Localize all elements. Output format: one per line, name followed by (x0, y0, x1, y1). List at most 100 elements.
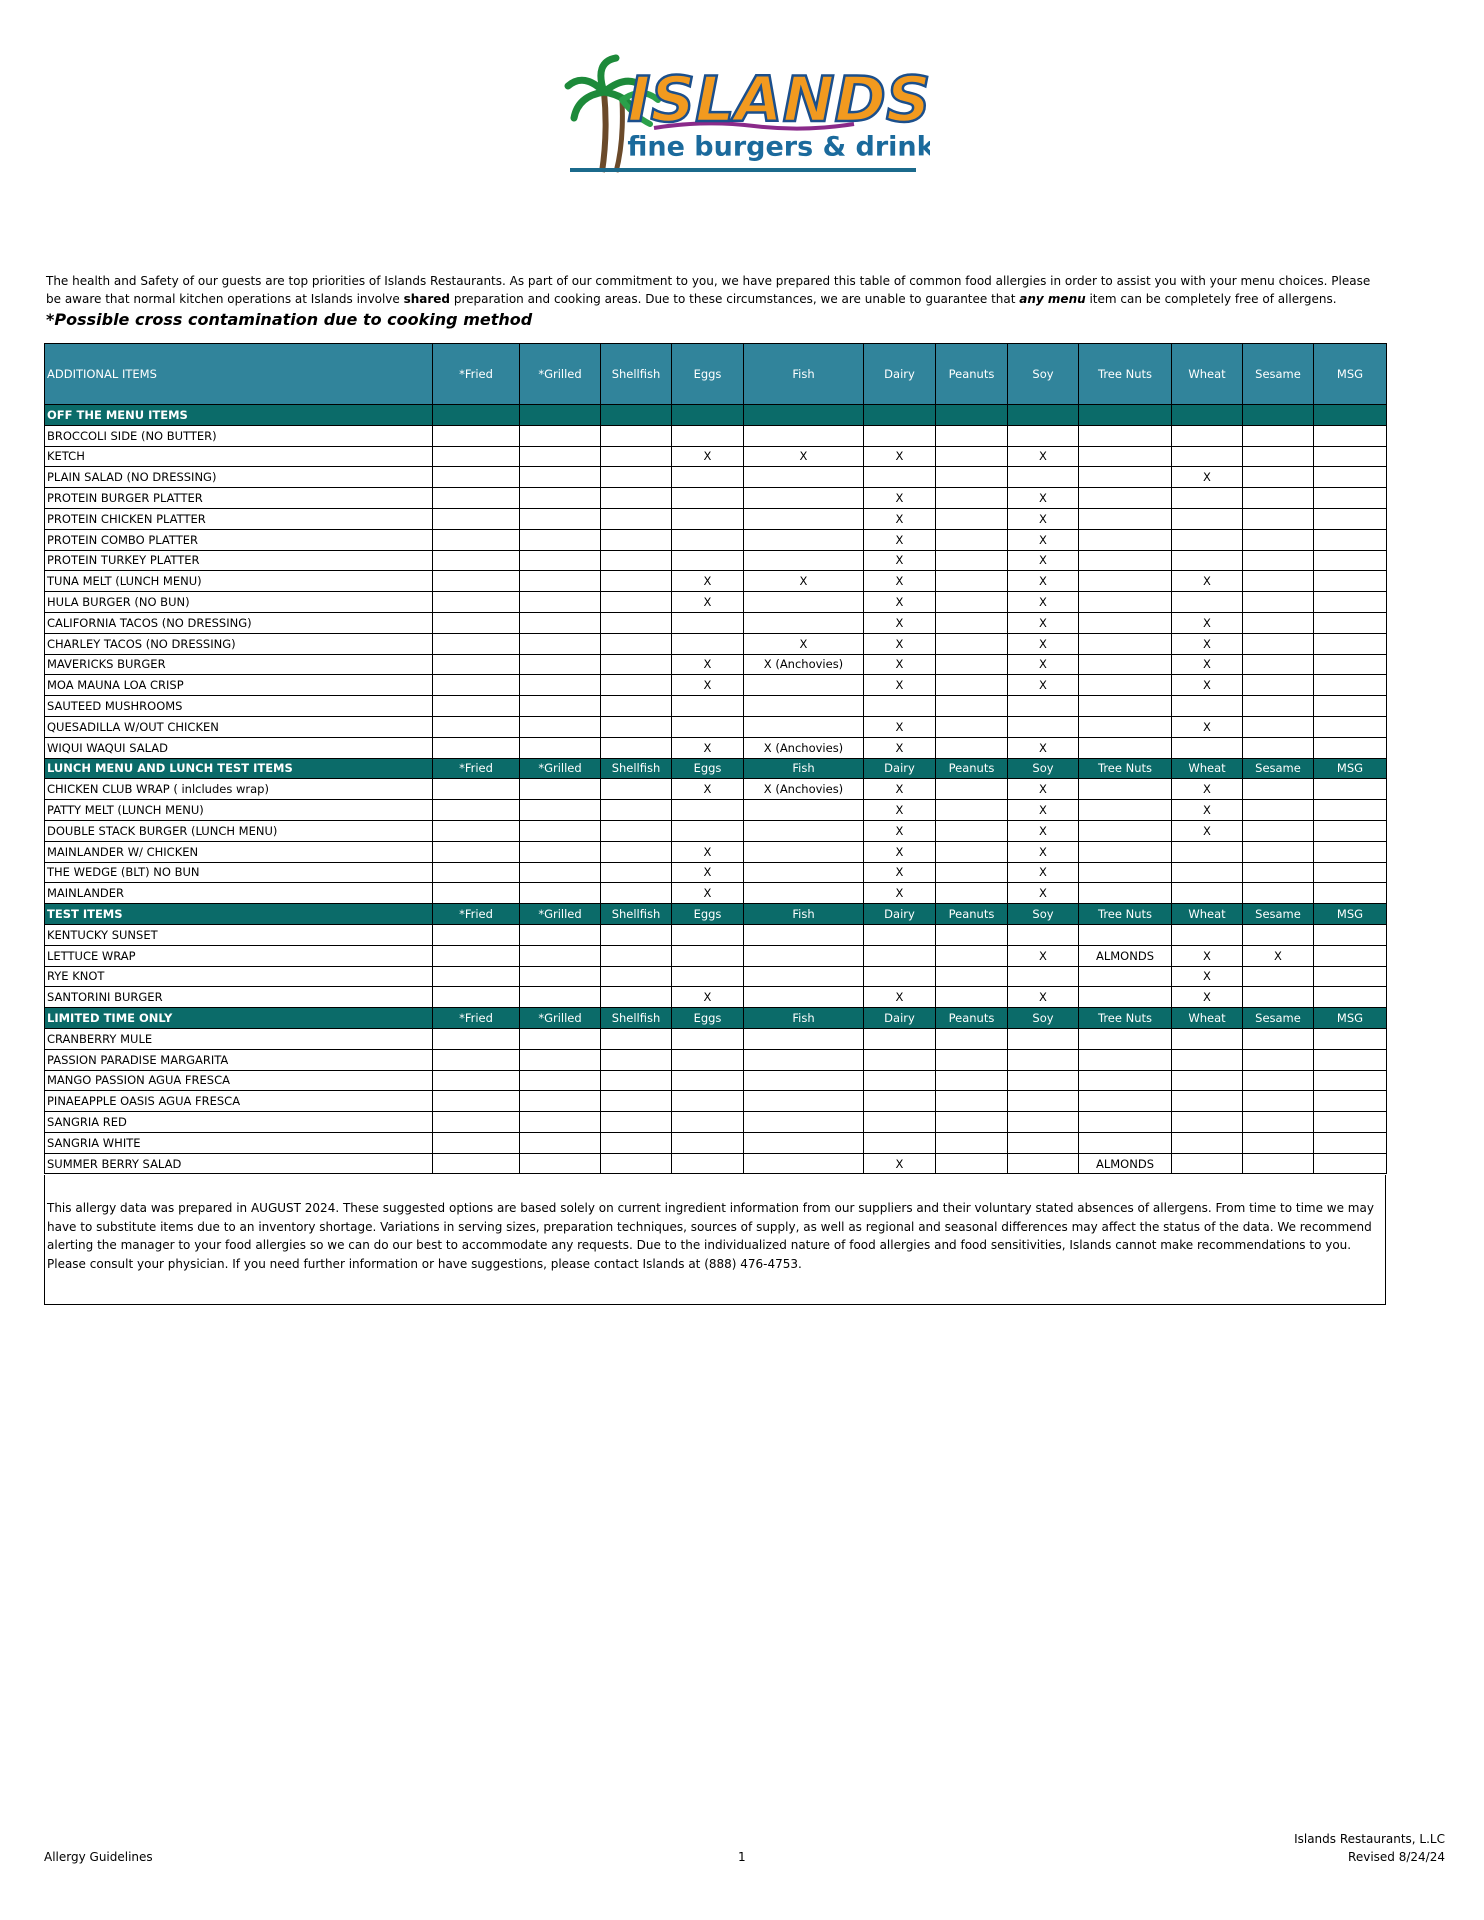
empty-cell (432, 799, 520, 821)
empty-cell (519, 736, 601, 759)
section-column-label: Shellfish (600, 1007, 672, 1029)
item-name: MAINLANDER W/ CHICKEN (44, 840, 433, 863)
empty-cell (1313, 1152, 1387, 1175)
empty-cell (1242, 1152, 1314, 1175)
empty-cell (1313, 986, 1387, 1009)
empty-cell (519, 1027, 601, 1050)
empty-cell (935, 466, 1008, 489)
section-column-label: Shellfish (600, 903, 672, 925)
empty-cell (1171, 507, 1243, 530)
item-name: KENTUCKY SUNSET (44, 923, 433, 946)
section-column-label: Peanuts (935, 1007, 1008, 1029)
allergen-mark: X (863, 882, 936, 905)
empty-cell (1313, 944, 1387, 967)
item-row: PATTY MELT (LUNCH MENU) X X X (44, 799, 1387, 821)
allergen-mark: X (1171, 944, 1243, 967)
empty-cell (1313, 819, 1387, 842)
allergen-mark: X (1007, 736, 1079, 759)
empty-cell (1007, 1131, 1079, 1154)
empty-cell (671, 404, 744, 426)
section-column-label: *Grilled (519, 757, 601, 780)
intro-text: item can be completely free of allergens… (1085, 292, 1337, 306)
section-column-label: Dairy (863, 1007, 936, 1029)
allergen-mark: X (863, 861, 936, 884)
empty-cell (432, 1069, 520, 1092)
section-column-label: Soy (1007, 1007, 1079, 1029)
empty-cell (863, 944, 936, 967)
empty-cell (671, 549, 744, 572)
allergen-mark: X (863, 591, 936, 613)
empty-cell (1171, 1131, 1243, 1154)
empty-cell (432, 965, 520, 988)
empty-cell (432, 944, 520, 967)
empty-cell (1171, 840, 1243, 863)
section-column-label: *Grilled (519, 1007, 601, 1029)
section-column-label: Tree Nuts (1078, 1007, 1172, 1029)
section-column-label: Dairy (863, 757, 936, 780)
empty-cell (1171, 424, 1243, 447)
item-name: PROTEIN CHICKEN PLATTER (44, 507, 433, 530)
empty-cell (1078, 799, 1172, 821)
empty-cell (743, 923, 864, 946)
empty-cell (743, 965, 864, 988)
empty-cell (743, 861, 864, 884)
logo-tagline: fine burgers & drinks (627, 132, 930, 163)
empty-cell (1242, 778, 1314, 801)
empty-cell (1242, 799, 1314, 821)
logo: ISLANDS fine burgers & drinks (564, 52, 930, 180)
allergen-mark: X (1171, 799, 1243, 821)
empty-cell (432, 653, 520, 676)
empty-cell (519, 528, 601, 551)
empty-cell (935, 1131, 1008, 1154)
palm-leaves (564, 54, 646, 122)
allergen-mark: X (743, 570, 864, 593)
empty-cell (432, 1090, 520, 1113)
empty-cell (1171, 591, 1243, 613)
empty-cell (432, 861, 520, 884)
empty-cell (743, 1111, 864, 1133)
empty-cell (1007, 404, 1079, 426)
allergen-mark: X (863, 611, 936, 634)
item-row: SANGRIA WHITE (44, 1131, 1387, 1154)
allergen-mark: X (863, 653, 936, 676)
item-name: PROTEIN COMBO PLATTER (44, 528, 433, 551)
empty-cell (519, 923, 601, 946)
empty-cell (600, 674, 672, 697)
empty-cell (432, 507, 520, 530)
empty-cell (1078, 424, 1172, 447)
allergen-mark: X (743, 445, 864, 468)
item-row: MAINLANDER W/ CHICKEN X X X (44, 840, 1387, 863)
empty-cell (671, 1048, 744, 1071)
allergen-mark: X (1171, 965, 1243, 988)
empty-cell (1313, 1111, 1387, 1133)
empty-cell (519, 986, 601, 1009)
column-header: *Grilled (519, 343, 601, 405)
item-name: CHICKEN CLUB WRAP ( inlcludes wrap) (44, 778, 433, 801)
item-row: TUNA MELT (LUNCH MENU) X X X X X (44, 570, 1387, 593)
empty-cell (1171, 549, 1243, 572)
empty-cell (1242, 1090, 1314, 1113)
section-column-label: Wheat (1171, 1007, 1243, 1029)
allergen-mark: X (1007, 674, 1079, 697)
empty-cell (1171, 528, 1243, 551)
allergen-mark: X (1007, 819, 1079, 842)
empty-cell (1007, 1152, 1079, 1175)
allergen-mark: X (1007, 570, 1079, 593)
empty-cell (935, 1090, 1008, 1113)
section-column-label: Wheat (1171, 757, 1243, 780)
empty-cell (600, 611, 672, 634)
item-row: CALIFORNIA TACOS (NO DRESSING) X X X (44, 611, 1387, 634)
section-row: LUNCH MENU AND LUNCH TEST ITEMS *Fried *Gr… (44, 757, 1387, 780)
empty-cell (519, 965, 601, 988)
empty-cell (432, 632, 520, 655)
section-column-label: Eggs (671, 1007, 744, 1029)
item-row: PINAEAPPLE OASIS AGUA FRESCA (44, 1090, 1387, 1113)
empty-cell (519, 778, 601, 801)
item-row: WIQUI WAQUI SALAD X X (Anchovies) X X (44, 736, 1387, 759)
item-name: CRANBERRY MULE (44, 1027, 433, 1050)
section-column-label: Soy (1007, 903, 1079, 925)
allergen-mark: X (1171, 653, 1243, 676)
empty-cell (671, 715, 744, 738)
allergen-mark: X (863, 986, 936, 1009)
